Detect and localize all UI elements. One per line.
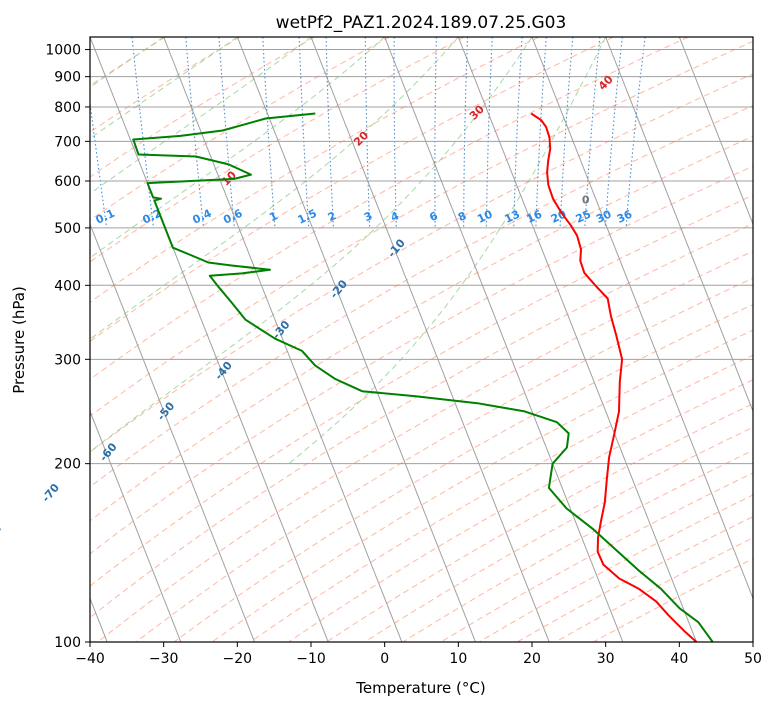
isotherm-line [310, 37, 550, 642]
x-tick-label: 20 [523, 651, 541, 667]
y-tick-label: 500 [54, 221, 81, 237]
mixing-ratio-line [185, 37, 205, 228]
y-axis-ticks: 100 200 300 400 500 600 700 800 900 1000 [45, 43, 90, 651]
mixing-ratio-label: 30 [594, 207, 614, 225]
mixing-ratio-line [625, 37, 646, 228]
x-tick-label: −30 [149, 651, 179, 667]
chart-title: wetPf2_PAZ1.2024.189.07.25.G03 [276, 13, 567, 33]
moist-adiabat-label: 0 [582, 193, 590, 206]
y-tick-label: 800 [54, 100, 81, 116]
moist-adiabat-line [90, 37, 312, 195]
dry-adiabat-line [90, 194, 753, 587]
dry-adiabat-line [90, 105, 753, 488]
background-lines [90, 37, 753, 642]
mixing-ratio-line [218, 37, 235, 228]
y-tick-label: 400 [54, 278, 81, 294]
mixing-ratio-label: 25 [574, 208, 593, 226]
dry-adiabat-line [135, 277, 753, 642]
dry-adiabat-line [288, 379, 753, 642]
isotherm-line [236, 37, 476, 642]
mixing-ratio-line [604, 37, 623, 228]
isotherm-line [90, 222, 255, 642]
x-tick-label: 40 [670, 651, 688, 667]
dry-adiabat-line [173, 303, 753, 642]
isotherm-line [605, 37, 753, 413]
isotherm-line [531, 37, 753, 600]
dry-adiabat-line [90, 165, 753, 555]
y-tick-label: 100 [54, 635, 81, 651]
y-tick-label: 1000 [45, 43, 81, 59]
y-axis-label: Pressure (hPa) [10, 286, 28, 394]
dry-adiabat-line [90, 37, 540, 303]
x-axis-ticks: −40 −30 −20 −10 0 10 20 30 40 50 [75, 642, 762, 667]
dry-adiabat-line [90, 37, 614, 343]
y-tick-label: 300 [54, 352, 81, 368]
x-axis-label: Temperature (°C) [355, 679, 485, 697]
mixing-ratio-label: 13 [503, 208, 522, 226]
dry-adiabat-line [90, 37, 315, 178]
x-tick-label: 0 [380, 651, 389, 667]
y-tick-label: 700 [54, 134, 81, 150]
isotherm-line [90, 409, 182, 642]
dewpoint-line [132, 112, 714, 642]
dry-adiabat-line [90, 135, 753, 522]
dry-adiabat-line [90, 37, 241, 133]
isotherm-line [384, 37, 624, 642]
y-tick-label: 200 [54, 457, 81, 473]
dry-adiabat-line [90, 37, 390, 221]
mixing-ratio-label: 16 [525, 207, 545, 225]
moist-adiabat-line [90, 37, 238, 140]
dry-adiabat-line [90, 73, 753, 453]
y-tick-label: 900 [54, 70, 81, 86]
dry-adiabat-line [90, 37, 689, 380]
isotherm-line [678, 37, 753, 226]
mixing-ratio-label: 20 [549, 207, 569, 225]
plot-frame [89, 36, 754, 643]
dry-adiabat-line [90, 222, 753, 619]
x-tick-label: −40 [75, 651, 105, 667]
isotherm-line [90, 37, 329, 642]
y-tick-label: 600 [54, 174, 81, 190]
x-tick-label: −20 [223, 651, 253, 667]
moist-adiabat-line [90, 37, 459, 340]
x-tick-label: 30 [597, 651, 615, 667]
isotherm-line [163, 37, 403, 642]
x-tick-label: −10 [296, 651, 326, 667]
x-tick-label: 10 [449, 651, 467, 667]
temperature-line [530, 112, 698, 642]
moist-adiabat-line [90, 37, 533, 453]
profile-series [132, 112, 714, 642]
isotherm-line [457, 37, 697, 642]
moist-adiabat-line [288, 37, 607, 465]
mixing-ratio-line [90, 98, 108, 228]
dry-adiabat-line [211, 329, 753, 642]
x-tick-label: 50 [744, 651, 762, 667]
dry-adiabat-line [90, 37, 465, 263]
mixing-ratio-line [584, 37, 601, 228]
mixing-ratio-label: 10 [475, 207, 495, 225]
mixing-ratio-label: 36 [615, 207, 635, 225]
